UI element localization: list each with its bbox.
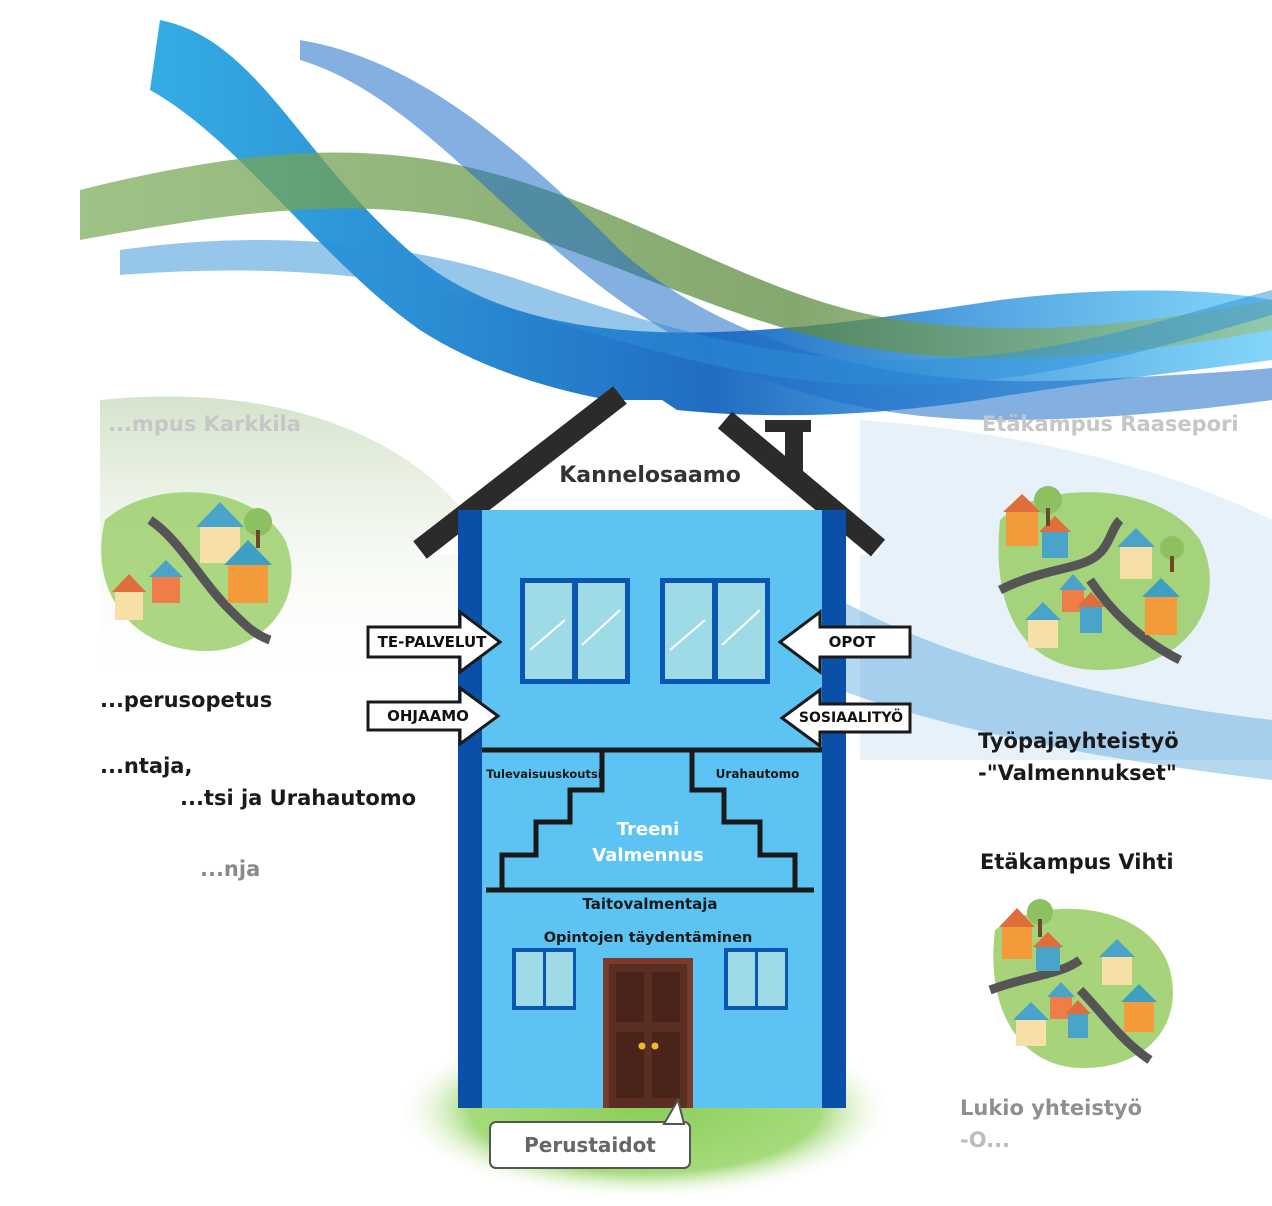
floor-label-taitovalmentaja: Taitovalmentaja: [582, 895, 718, 913]
stairs: [482, 747, 822, 893]
left-campus-line2: ...ntaja,: [100, 754, 193, 778]
right-lukio-line1: Lukio yhteistyö: [960, 1096, 1143, 1120]
arrow-label-opot: OPOT: [828, 633, 876, 651]
right-coop-line2: -"Valmennukset": [978, 761, 1177, 785]
left-campus-line1: ...perusopetus: [100, 688, 273, 712]
arrow-shapes: [366, 609, 912, 749]
center-label-valmennus: Valmennus: [592, 845, 704, 866]
lower-windows: [512, 948, 788, 1010]
door: [603, 958, 693, 1108]
arrow-label-te-palvelut: TE-PALVELUT: [377, 633, 487, 651]
right-coop-line1: Työpajayhteistyö: [978, 729, 1179, 753]
center-label-treeni: Treeni: [616, 819, 680, 840]
village-raasepori: [997, 486, 1210, 670]
perustaidot-sign: [489, 1097, 691, 1169]
left-campus-line4: ...nja: [200, 857, 261, 881]
right-lukio-line2: -O...: [960, 1128, 1011, 1152]
village-vihti: [988, 899, 1173, 1069]
sign-perustaidot: Perustaidot: [524, 1133, 656, 1157]
arrow-label-ohjaamo: OHJAAMO: [387, 707, 469, 725]
stairs-label-left: Tulevaisuuskoutsi: [486, 767, 602, 781]
left-campus-line3: ...tsi ja Urahautomo: [180, 786, 417, 810]
house-title: Kannelosaamo: [559, 463, 741, 488]
arrow-label-sosiaalityo: SOSIAALITYÖ: [798, 710, 904, 726]
upper-windows: [520, 578, 770, 684]
right-campus-title: Etäkampus Raasepori: [982, 412, 1239, 436]
lower-label-opintojen: Opintojen täydentäminen: [543, 930, 753, 946]
stairs-label-right: Urahautomo: [715, 767, 800, 781]
left-campus-title: ...mpus Karkkila: [108, 412, 301, 436]
village-karkkila: [101, 492, 292, 652]
right-vihti-title: Etäkampus Vihti: [980, 850, 1174, 874]
